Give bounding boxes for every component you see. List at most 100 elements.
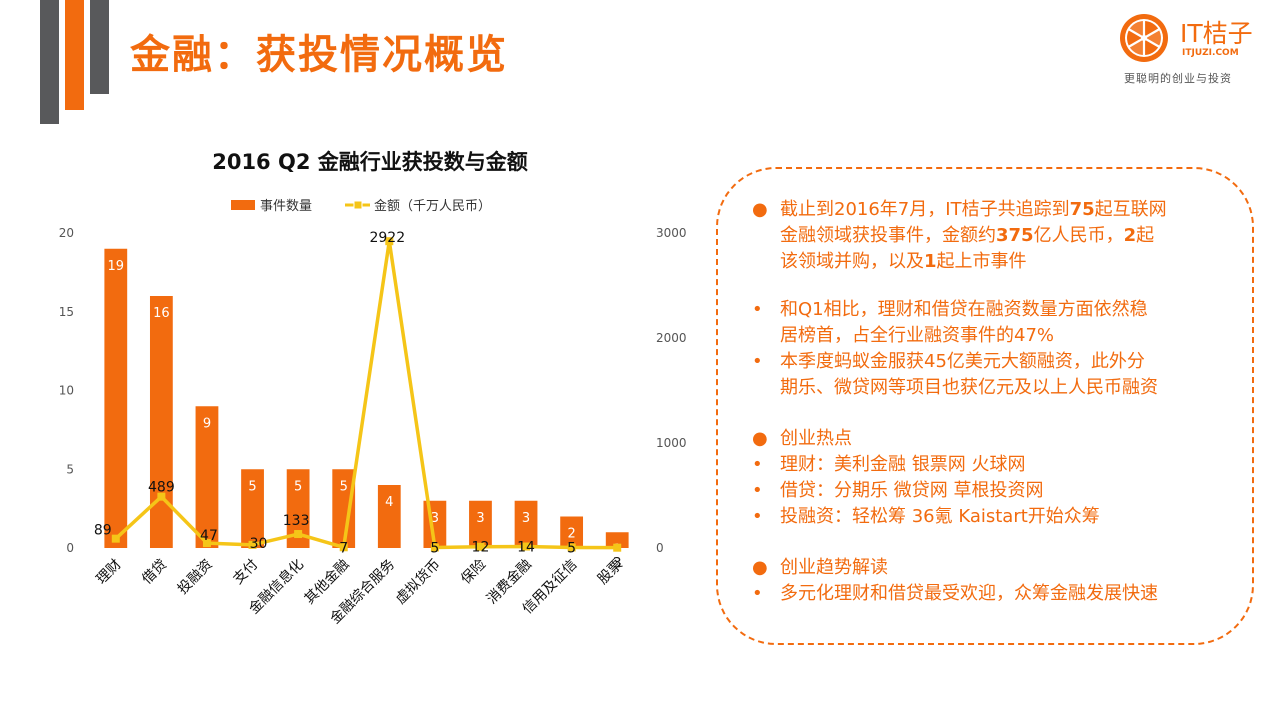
line-label-7: 5: [430, 540, 439, 556]
bar-10: [560, 516, 584, 548]
bar-label-2: 9: [203, 416, 211, 431]
line-label-9: 14: [517, 540, 535, 556]
info-line-1: 截止到2016年7月，IT桔子共追踪到75起互联网: [780, 197, 1167, 223]
bar-1: [149, 296, 173, 548]
bullet-2: •: [752, 351, 763, 372]
orange-slice-icon: [1120, 14, 1168, 62]
bullet-5: •: [752, 480, 763, 501]
bar-4: [286, 469, 310, 548]
legend-line-marker: [353, 200, 363, 210]
line-label-2: 47: [200, 528, 218, 544]
line-point-3: [248, 540, 257, 549]
bullet-4: •: [752, 454, 763, 475]
bar-label-0: 19: [108, 259, 125, 274]
line-point-4: [294, 530, 303, 539]
line-point-2: [202, 539, 211, 548]
line-label-4: 133: [283, 513, 310, 529]
info-text: 该领域并购，以及: [780, 251, 924, 272]
logo-domain: ITJUZI.COM: [1182, 48, 1239, 58]
line-series: 89 489 47 30 133 7 2922 5 12 14 5 3: [94, 230, 622, 571]
category-label-8: 保险: [458, 557, 489, 588]
page-title: 金融：获投情况概览: [130, 32, 508, 78]
y-right-tick-3: 3000: [656, 226, 687, 240]
bar-label-6: 4: [385, 495, 393, 510]
bar-2: [195, 406, 219, 548]
info-line-financing: 投融资：轻松筹 36氪 Kaistart开始众筹: [780, 506, 1100, 527]
info-line-5: 居榜首，占全行业融资事件的47%: [780, 325, 1055, 346]
y-left-tick-2: 10: [59, 384, 74, 398]
info-text: 截止到2016年7月，IT桔子共追踪到: [780, 199, 1070, 220]
line-label-6: 2922: [369, 230, 405, 246]
y-axis-left: 0 5 10 15 20: [59, 226, 74, 555]
chart-legend: 事件数量 金额（千万人民币）: [231, 198, 491, 214]
bar-label-8: 3: [476, 511, 484, 526]
info-text: 起上市事件: [936, 251, 1027, 272]
category-label-0: 理财: [94, 557, 125, 588]
line-label-3: 30: [250, 536, 268, 552]
bullet-8: •: [752, 583, 763, 604]
bar-0: [104, 248, 128, 548]
line-label-0: 89: [94, 523, 112, 539]
chart-title: 2016 Q2 金融行业获投数与金额: [212, 150, 528, 174]
info-text: 起互联网: [1094, 199, 1167, 220]
y-left-tick-3: 15: [59, 305, 74, 319]
info-heading-hotspots: 创业热点: [780, 428, 852, 449]
bar-5: [332, 469, 356, 548]
bar-11: [605, 532, 629, 548]
line-point-6: [385, 237, 394, 246]
line-point-11: [613, 543, 622, 552]
info-text: 起: [1136, 225, 1155, 246]
bar-9: [514, 500, 538, 548]
line-label-8: 12: [472, 540, 490, 556]
bar-label-7: 3: [431, 511, 439, 526]
bar-label-10: 2: [567, 527, 575, 542]
category-label-3: 支付: [230, 557, 261, 588]
info-line-trend: 多元化理财和借贷最受欢迎，众筹金融发展快速: [780, 583, 1158, 604]
category-label-2: 投融资: [175, 557, 216, 598]
info-panel: [716, 167, 1254, 645]
info-line-6: 本季度蚂蚁金服获45亿美元大额融资，此外分: [780, 351, 1145, 372]
info-text: 金融领域获投事件，金额约: [780, 225, 996, 246]
bullet-3: ●: [752, 428, 768, 449]
bullet-0: ●: [752, 199, 768, 220]
line-point-8: [476, 542, 485, 551]
legend-bar-label: 事件数量: [260, 199, 312, 214]
bar-label-3: 5: [248, 479, 256, 494]
bullet-6: •: [752, 506, 763, 527]
y-right-tick-2: 2000: [656, 331, 687, 345]
line-label-11: 3: [613, 556, 622, 572]
bar-label-1: 16: [153, 306, 170, 321]
y-right-tick-1: 1000: [656, 436, 687, 450]
info-highlight: 1: [924, 251, 937, 272]
bullet-1: •: [752, 299, 763, 320]
line-point-10: [567, 543, 576, 552]
bar-8: [469, 500, 492, 548]
bar-series: 19169555433321: [104, 248, 629, 557]
bar-label-9: 3: [522, 511, 530, 526]
y-axis-right: 0 1000 2000 3000: [656, 226, 687, 555]
category-label-7: 虚拟货币: [392, 556, 444, 608]
info-text: 亿人民币，: [1033, 225, 1124, 246]
info-heading-trends: 创业趋势解读: [780, 557, 888, 578]
info-line-lending: 借贷：分期乐 微贷网 草根投资网: [780, 480, 1044, 501]
info-line-7: 期乐、微贷网等项目也获亿元及以上人民币融资: [780, 377, 1158, 398]
info-highlight: 75: [1069, 199, 1095, 220]
info-highlight: 375: [996, 225, 1034, 246]
y-left-tick-4: 20: [59, 226, 74, 240]
bar-label-4: 5: [294, 479, 302, 494]
bullet-7: ●: [752, 557, 768, 578]
line-point-5: [339, 543, 348, 552]
line-point-7: [430, 543, 439, 552]
decor-bar-grey-2: [90, 0, 109, 94]
line-point-0: [111, 534, 120, 543]
bar-3: [241, 469, 264, 548]
bar-label-5: 5: [340, 479, 348, 494]
decor-bar-orange: [65, 0, 84, 110]
line-label-1: 489: [148, 480, 175, 496]
info-line-2: 金融领域获投事件，金额约375亿人民币，2起: [780, 223, 1154, 249]
line-label-10: 5: [567, 540, 576, 556]
y-right-tick-0: 0: [656, 541, 664, 555]
info-line-3: 该领域并购，以及1起上市事件: [780, 249, 1027, 275]
line-point-9: [522, 542, 531, 551]
line-path: [114, 239, 618, 550]
